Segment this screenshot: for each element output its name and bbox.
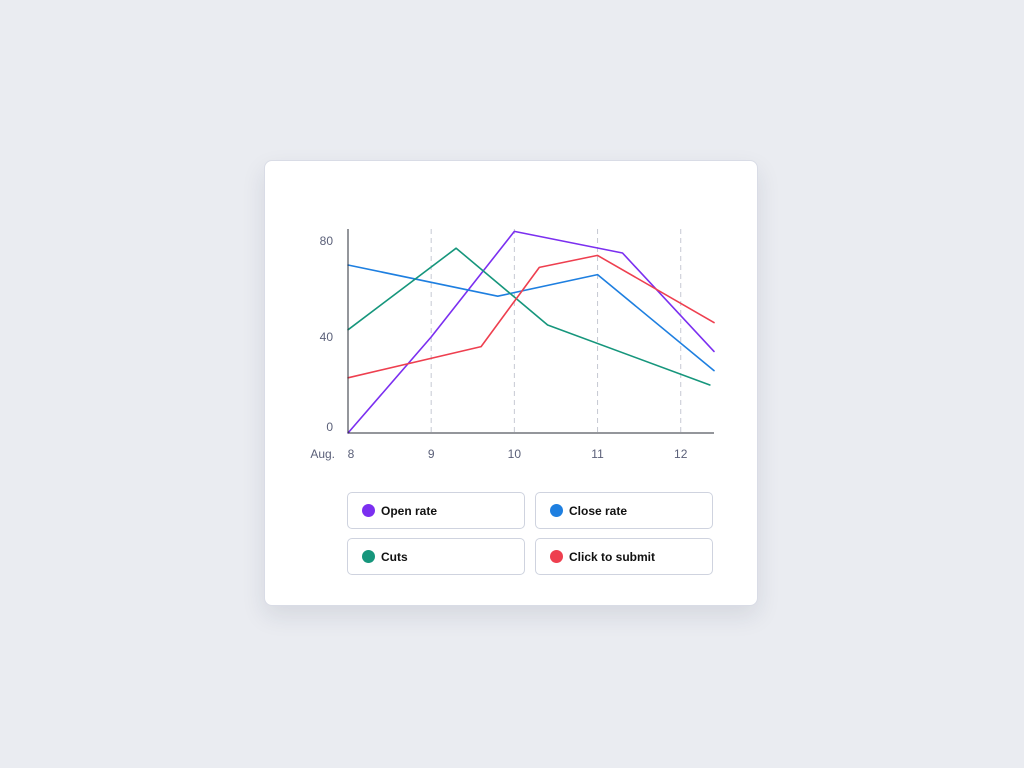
x-tick-label: 9 <box>428 447 435 461</box>
series-lines <box>347 230 715 434</box>
legend-label: Click to submit <box>569 549 656 564</box>
legend-dot <box>362 550 375 563</box>
x-tick-label: 11 <box>591 447 604 461</box>
line-chart: 0 40 80 Aug. 8 9 10 11 12 <box>310 229 715 461</box>
legend-label: Open rate <box>381 503 438 518</box>
series-line-cuts <box>347 247 711 386</box>
x-tick-label: 8 <box>348 447 355 461</box>
series-line-open-rate <box>347 230 715 434</box>
legend-dot <box>362 504 375 517</box>
grid-lines <box>430 229 682 433</box>
legend-dot <box>550 504 563 517</box>
legend: Open rate Close rate Cuts Click to submi… <box>347 492 713 575</box>
x-tick-label: 10 <box>508 447 522 461</box>
y-tick-label: 80 <box>320 234 334 248</box>
axes <box>347 229 714 434</box>
y-tick-label: 0 <box>326 420 333 434</box>
series-line-close-rate <box>347 264 715 372</box>
y-tick-label: 40 <box>320 330 334 344</box>
legend-dot <box>550 550 563 563</box>
legend-item-cuts[interactable]: Cuts <box>347 538 525 575</box>
legend-label: Cuts <box>381 549 408 564</box>
legend-label: Close rate <box>569 503 628 518</box>
legend-item-open-rate[interactable]: Open rate <box>347 492 525 529</box>
chart-card: 0 40 80 Aug. 8 9 10 11 12 Open rate Close rate… <box>264 160 758 606</box>
legend-item-close-rate[interactable]: Close rate <box>535 492 713 529</box>
y-tick-labels: 0 40 80 <box>320 234 334 434</box>
series-line-click-to-submit <box>347 254 715 379</box>
x-tick-labels: Aug. 8 9 10 11 12 <box>310 447 687 461</box>
x-axis-prefix-label: Aug. <box>310 447 335 461</box>
legend-item-click-to-submit[interactable]: Click to submit <box>535 538 713 575</box>
x-tick-label: 12 <box>674 447 688 461</box>
